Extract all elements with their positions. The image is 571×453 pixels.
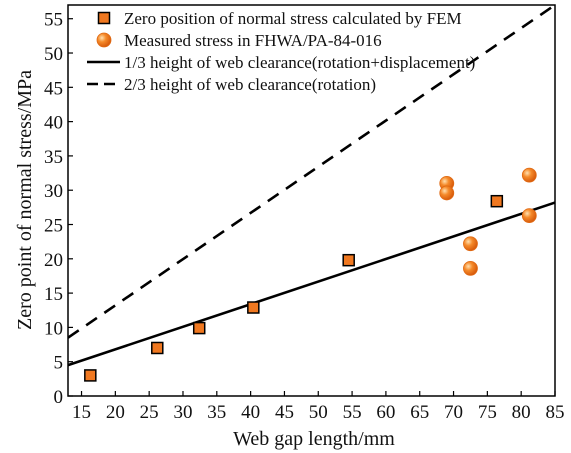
- legend-circle-marker: [96, 32, 112, 48]
- y-tick-label: 50: [44, 44, 63, 65]
- x-tick-label: 70: [444, 402, 463, 423]
- x-tick-label: 30: [173, 402, 192, 423]
- dashed-fit-line: [68, 5, 555, 339]
- x-tick-label: 50: [309, 402, 328, 423]
- legend-label: Zero position of normal stress calculate…: [124, 9, 462, 28]
- legend-label: 2/3 height of web clearance(rotation): [124, 75, 376, 94]
- x-tick-label: 85: [546, 402, 565, 423]
- legend-label: Measured stress in FHWA/PA-84-016: [124, 31, 382, 50]
- y-tick-label: 10: [44, 318, 63, 339]
- x-tick-label: 60: [376, 402, 395, 423]
- y-tick-label: 20: [44, 250, 63, 271]
- y-tick-label: 25: [44, 216, 63, 237]
- measured-data-point: [463, 261, 478, 276]
- y-tick-label: 15: [44, 284, 63, 305]
- solid-fit-line: [68, 201, 555, 367]
- legend-square-marker: [97, 11, 111, 25]
- fem-data-point: [247, 301, 260, 314]
- x-tick-label: 25: [140, 402, 159, 423]
- y-tick-label: 45: [44, 78, 63, 99]
- measured-data-point: [463, 236, 478, 252]
- x-tick-label: 55: [343, 402, 362, 423]
- x-tick-label: 20: [106, 402, 125, 423]
- y-tick-label: 5: [54, 353, 64, 374]
- x-tick-label: 80: [512, 402, 531, 423]
- x-tick-label: 35: [207, 402, 226, 423]
- x-tick-label: 65: [410, 402, 429, 423]
- fem-data-point: [342, 253, 355, 267]
- fem-data-point: [84, 369, 97, 382]
- x-tick-label: 15: [72, 402, 91, 423]
- y-axis-label: Zero point of normal stress/MPa: [14, 70, 36, 330]
- measured-data-point: [521, 208, 537, 223]
- fem-data-point: [490, 194, 504, 208]
- x-tick-label: 45: [275, 402, 294, 423]
- x-axis-label: Web gap length/mm: [233, 428, 395, 450]
- fem-data-point: [192, 321, 206, 335]
- x-tick-label: 75: [478, 402, 497, 423]
- legend-label: 1/3 height of web clearance(rotation+dis…: [124, 53, 475, 72]
- fem-data-point: [151, 341, 164, 355]
- y-tick-label: 35: [44, 147, 63, 168]
- y-tick-label: 55: [44, 10, 63, 31]
- y-tick-label: 30: [44, 181, 63, 202]
- measured-data-point: [521, 167, 537, 183]
- y-tick-label: 0: [54, 387, 64, 408]
- measured-data-point: [439, 185, 455, 201]
- plot-area-border: [67, 4, 556, 397]
- y-tick-label: 40: [44, 113, 63, 134]
- x-tick-label: 40: [241, 402, 260, 423]
